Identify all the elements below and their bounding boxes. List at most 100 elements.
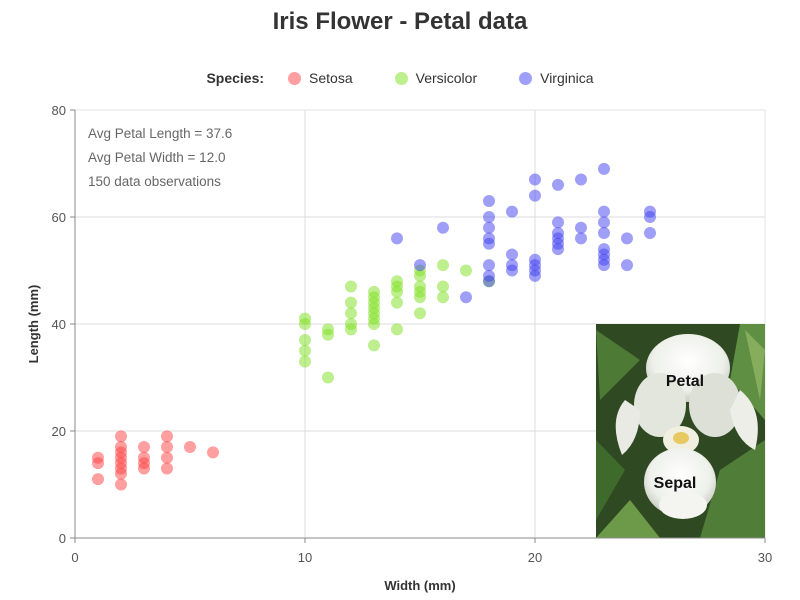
y-tick-label: 40: [52, 317, 66, 332]
data-point-setosa[interactable]: [138, 441, 150, 454]
series-versicolor: [299, 259, 495, 384]
data-point-virginica[interactable]: [483, 194, 495, 207]
legend-entry-virginica: Virginica: [519, 70, 594, 86]
data-point-virginica[interactable]: [598, 216, 610, 229]
data-point-versicolor[interactable]: [299, 334, 311, 347]
series-setosa: [92, 430, 219, 491]
y-tick-label: 20: [52, 424, 66, 439]
data-point-virginica[interactable]: [598, 259, 610, 272]
data-point-versicolor[interactable]: [368, 318, 380, 330]
data-point-versicolor[interactable]: [345, 280, 357, 293]
data-point-virginica[interactable]: [506, 248, 518, 261]
data-point-virginica[interactable]: [575, 173, 587, 186]
data-point-setosa[interactable]: [161, 430, 173, 443]
data-point-setosa[interactable]: [115, 478, 127, 491]
data-point-setosa[interactable]: [207, 446, 219, 459]
data-point-virginica[interactable]: [529, 173, 541, 186]
data-point-virginica[interactable]: [483, 275, 495, 288]
data-point-virginica[interactable]: [483, 221, 495, 234]
data-point-versicolor[interactable]: [299, 355, 311, 368]
data-point-versicolor[interactable]: [345, 307, 357, 320]
x-tick-label: 30: [758, 550, 772, 565]
x-axis-label: Width (mm): [384, 578, 455, 593]
inset-label-petal: Petal: [666, 373, 704, 390]
annotation-avg-length: Avg Petal Length = 37.6: [88, 126, 232, 141]
chart-title: Iris Flower - Petal data: [272, 8, 528, 35]
data-point-virginica[interactable]: [575, 232, 587, 245]
legend-entry-versicolor: Versicolor: [394, 70, 477, 86]
data-point-versicolor[interactable]: [299, 318, 311, 330]
points-layer: [92, 162, 656, 491]
flower-photo-inset: Petal Sepal: [596, 324, 765, 538]
data-point-virginica[interactable]: [598, 205, 610, 218]
data-point-virginica[interactable]: [621, 259, 633, 272]
legend-label-setosa: Setosa: [309, 70, 353, 86]
legend-entry-setosa: Setosa: [288, 70, 353, 86]
data-point-setosa[interactable]: [92, 457, 104, 470]
iris-flower-photo-icon: Petal Sepal: [596, 324, 765, 538]
data-point-versicolor[interactable]: [368, 339, 380, 352]
y-tick-label: 80: [52, 103, 66, 118]
data-point-setosa[interactable]: [161, 441, 173, 454]
data-point-versicolor[interactable]: [414, 269, 426, 282]
data-point-virginica[interactable]: [391, 232, 403, 245]
data-point-virginica[interactable]: [506, 264, 518, 277]
data-point-versicolor[interactable]: [437, 280, 449, 293]
legend: Species: Setosa Versicolor Virginica: [0, 68, 800, 88]
data-point-versicolor[interactable]: [345, 323, 357, 336]
data-point-setosa[interactable]: [138, 462, 150, 475]
axis-layer: 0 10 20 30 0 20 40 60 80: [52, 103, 773, 565]
data-point-versicolor[interactable]: [299, 344, 311, 357]
data-point-virginica[interactable]: [460, 291, 472, 304]
data-point-setosa[interactable]: [161, 451, 173, 464]
data-point-virginica[interactable]: [483, 259, 495, 272]
y-tick-label: 60: [52, 210, 66, 225]
series-virginica: [391, 162, 656, 304]
data-point-virginica[interactable]: [644, 227, 656, 240]
data-point-versicolor[interactable]: [391, 296, 403, 309]
x-tick-label: 20: [528, 550, 542, 565]
data-point-virginica[interactable]: [552, 243, 564, 256]
annotation-observations: 150 data observations: [88, 174, 221, 189]
data-point-setosa[interactable]: [115, 467, 127, 480]
x-tick-label: 10: [298, 550, 312, 565]
data-point-virginica[interactable]: [483, 237, 495, 250]
data-point-versicolor[interactable]: [345, 296, 357, 309]
data-point-setosa[interactable]: [161, 462, 173, 475]
legend-swatch-virginica: [519, 71, 533, 85]
data-point-virginica[interactable]: [552, 216, 564, 229]
data-point-virginica[interactable]: [598, 227, 610, 240]
data-point-versicolor[interactable]: [437, 259, 449, 272]
data-point-versicolor[interactable]: [391, 285, 403, 298]
y-tick-label: 0: [59, 531, 66, 546]
data-point-virginica[interactable]: [552, 178, 564, 191]
data-point-virginica[interactable]: [414, 259, 426, 272]
data-point-setosa[interactable]: [115, 430, 127, 443]
annotations: Avg Petal Length = 37.6 Avg Petal Width …: [88, 126, 232, 189]
data-point-versicolor[interactable]: [322, 371, 334, 384]
data-point-virginica[interactable]: [529, 269, 541, 282]
data-point-setosa[interactable]: [184, 441, 196, 454]
data-point-setosa[interactable]: [92, 473, 104, 486]
data-point-virginica[interactable]: [437, 221, 449, 234]
data-point-virginica[interactable]: [483, 211, 495, 223]
annotation-avg-width: Avg Petal Width = 12.0: [88, 150, 225, 165]
legend-heading: Species:: [206, 70, 265, 86]
data-point-virginica[interactable]: [598, 162, 610, 175]
data-point-versicolor[interactable]: [414, 291, 426, 304]
data-point-versicolor[interactable]: [460, 264, 472, 277]
data-point-virginica[interactable]: [506, 205, 518, 218]
y-axis-label: Length (mm): [26, 285, 41, 364]
data-point-versicolor[interactable]: [322, 328, 334, 341]
data-point-versicolor[interactable]: [437, 291, 449, 304]
legend-swatch-setosa: [288, 71, 302, 85]
data-point-versicolor[interactable]: [391, 323, 403, 336]
data-point-virginica[interactable]: [575, 221, 587, 234]
legend-label-virginica: Virginica: [540, 70, 594, 86]
inset-label-sepal: Sepal: [654, 475, 697, 492]
data-point-versicolor[interactable]: [414, 307, 426, 320]
data-point-virginica[interactable]: [644, 211, 656, 223]
data-point-virginica[interactable]: [621, 232, 633, 245]
data-point-virginica[interactable]: [529, 189, 541, 202]
